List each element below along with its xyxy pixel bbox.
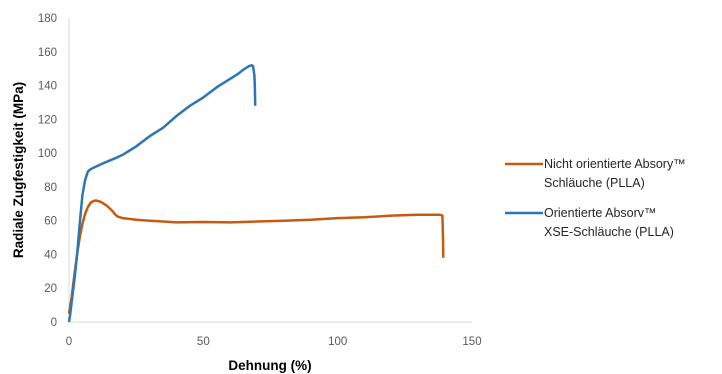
y-tick-label: 100 <box>38 148 57 160</box>
y-tick-label: 20 <box>44 283 57 295</box>
y-tick-label: 140 <box>38 81 57 93</box>
legend-label-2: XSE-Schläuche (PLLA) <box>544 225 674 239</box>
y-tick-label: 40 <box>44 249 57 261</box>
series-lines <box>67 64 445 323</box>
y-tick-label: 180 <box>38 13 57 25</box>
legend-label-1: Schläuche (PLLA) <box>544 176 645 190</box>
y-axis-title: Radiale Zugfestigkeit (MPa) <box>11 82 26 258</box>
x-axis-title: Dehnung (%) <box>228 358 311 373</box>
legend-label-2: Orientierte Absorv™ <box>544 206 657 220</box>
x-tick-labels: 0 50 100 150 <box>66 336 482 348</box>
x-tick-label: 50 <box>197 336 210 348</box>
legend: Nicht orientierte Absory™ Schläuche (PLLA… <box>505 157 686 239</box>
y-tick-label: 0 <box>51 317 57 329</box>
y-tick-label: 120 <box>38 114 57 126</box>
legend-label-1: Nicht orientierte Absory™ <box>544 157 686 171</box>
x-tick-label: 150 <box>462 336 481 348</box>
y-tick-label: 60 <box>44 216 57 228</box>
y-tick-labels: 0 20 40 60 80 100 120 140 160 180 <box>38 13 57 329</box>
x-tick-label: 100 <box>328 336 347 348</box>
y-tick-label: 160 <box>38 47 57 59</box>
series-line-2 <box>67 64 257 323</box>
series-line-1 <box>67 199 445 314</box>
y-tick-label: 80 <box>44 182 57 194</box>
axes <box>68 18 472 323</box>
x-tick-label: 0 <box>66 336 72 348</box>
